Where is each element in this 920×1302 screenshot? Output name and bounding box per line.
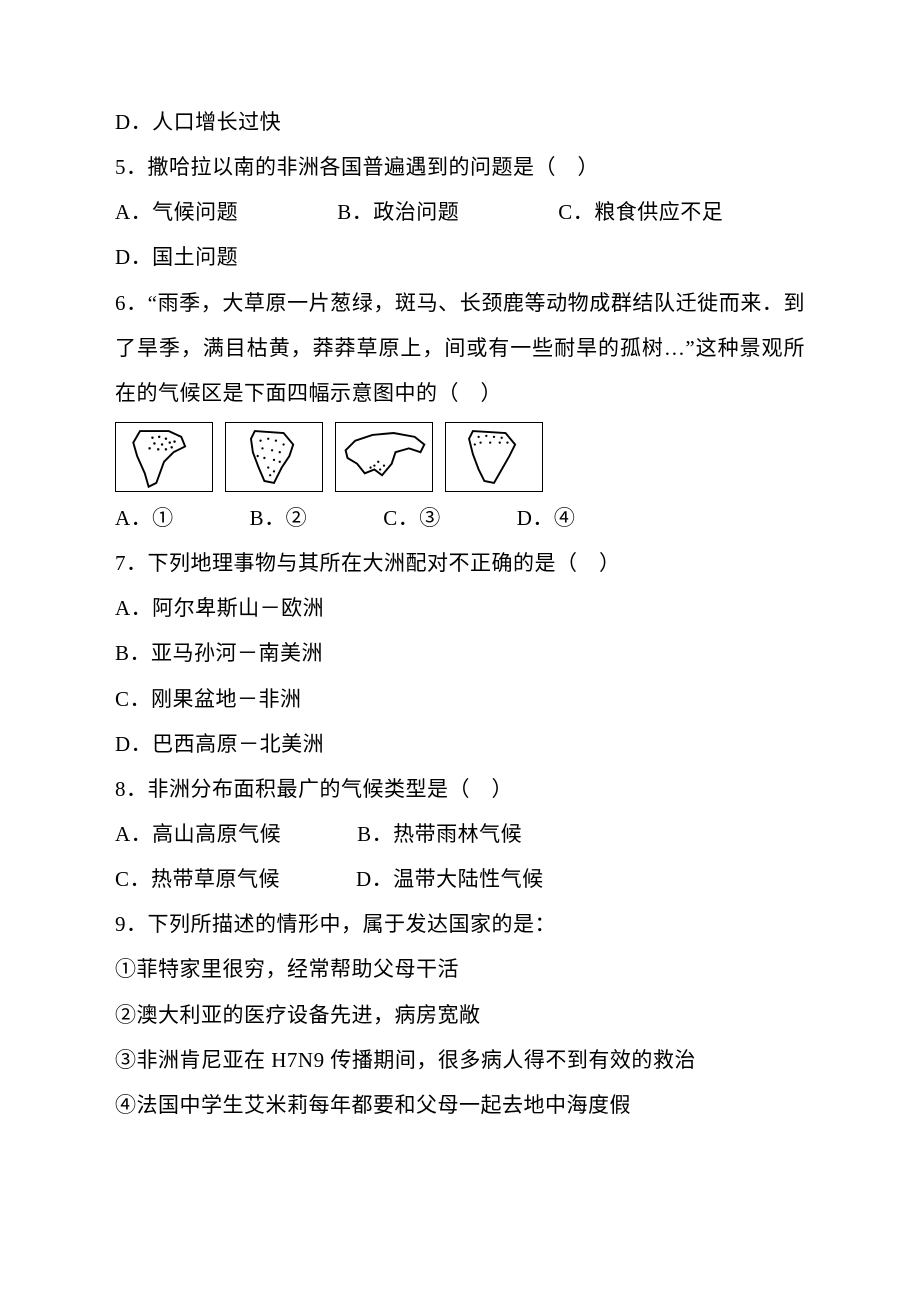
- q5-option-c: C．粮食供应不足: [558, 190, 723, 235]
- gap: [741, 190, 806, 235]
- q5-stem: 5．撒哈拉以南的非洲各国普遍遇到的问题是（ ）: [115, 145, 805, 190]
- q6-option-c: C．③: [383, 496, 441, 541]
- gap: [255, 190, 320, 235]
- q8-stem: 8．非洲分布面积最广的气候类型是（ ）: [115, 767, 805, 812]
- q7-stem: 7．下列地理事物与其所在大洲配对不正确的是（ ）: [115, 541, 805, 586]
- gap: [313, 496, 378, 541]
- q6-stem: 6．“雨季，大草原一片葱绿，斑马、长颈鹿等动物成群结队迁徙而来．到了旱季，满目枯…: [115, 281, 805, 416]
- q9-stem: 9．下列所描述的情形中，属于发达国家的是：: [115, 902, 805, 947]
- gap: [179, 496, 244, 541]
- q8-options-row-2: C．热带草原气候 D．温带大陆性气候: [115, 857, 805, 902]
- q5-options-row: A．气候问题 B．政治问题 C．粮食供应不足 D．国土问题: [115, 190, 805, 280]
- q8-options-row-1: A．高山高原气候 B．热带雨林气候: [115, 812, 805, 857]
- q9-item-4: ④法国中学生艾米莉每年都要和父母一起去地中海度假: [115, 1083, 805, 1128]
- q9-item-2: ②澳大利亚的医疗设备先进，病房宽敞: [115, 993, 805, 1038]
- q4-option-d: D．人口增长过快: [115, 100, 805, 145]
- q5-option-b: B．政治问题: [337, 190, 459, 235]
- q8-option-d: D．温带大陆性气候: [356, 857, 544, 902]
- q6-map-4: [445, 422, 543, 492]
- gap: [476, 190, 541, 235]
- q6-maps: [115, 422, 805, 492]
- q6-option-b: B．②: [250, 496, 308, 541]
- q8-option-a: A．高山高原气候: [115, 812, 281, 857]
- q7-option-a: A．阿尔卑斯山－欧洲: [115, 586, 805, 631]
- q9-item-3: ③非洲肯尼亚在 H7N9 传播期间，很多病人得不到有效的救治: [115, 1038, 805, 1083]
- q7-option-c: C．刚果盆地－非洲: [115, 677, 805, 722]
- q6-option-a: A．①: [115, 496, 174, 541]
- q5-option-d: D．国土问题: [115, 235, 238, 280]
- gap: [286, 857, 351, 902]
- q7-option-d: D．巴西高原－北美洲: [115, 722, 805, 767]
- q6-options-row: A．① B．② C．③ D．④: [115, 496, 805, 541]
- q5-option-a: A．气候问题: [115, 190, 238, 235]
- q9-item-1: ①菲特家里很穷，经常帮助父母干活: [115, 947, 805, 992]
- q6-map-1: [115, 422, 213, 492]
- q8-option-b: B．热带雨林气候: [357, 812, 522, 857]
- q6-map-2: [225, 422, 323, 492]
- q7-option-b: B．亚马孙河－南美洲: [115, 631, 805, 676]
- q6-map-3: [335, 422, 433, 492]
- gap: [287, 812, 352, 857]
- gap: [446, 496, 511, 541]
- q8-option-c: C．热带草原气候: [115, 857, 280, 902]
- q6-option-d: D．④: [517, 496, 576, 541]
